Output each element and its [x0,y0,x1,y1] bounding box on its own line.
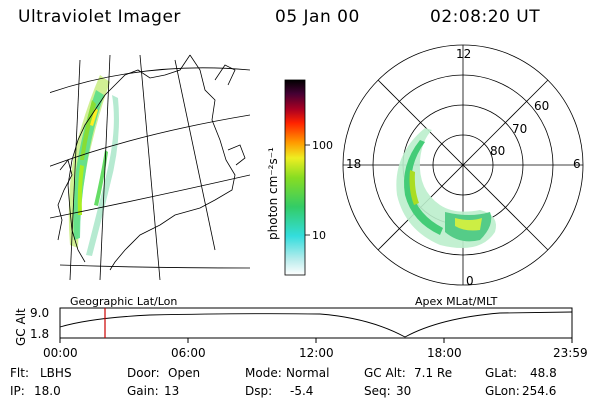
seq-value: 30 [396,384,412,398]
mlt-label-12: 12 [456,47,472,61]
gcalt-label: GC Alt: [364,366,406,380]
door-label: Door: [127,366,160,380]
header-time: 02:08:20 UT [430,7,541,27]
right-panel-caption: Apex MLat/MLT [415,295,498,308]
mode-value: Normal [286,366,330,380]
glon-value: 254.6 [522,384,557,398]
gain-value: 13 [164,384,180,398]
mlt-label-6: 6 [573,157,581,171]
xtick-2359: 23:59 [553,346,588,360]
ip-label: IP: [10,384,25,398]
glat-label: GLat: [485,366,518,380]
colorbar-tick-100: 100 [312,139,333,152]
glat-value: 48.8 [530,366,557,380]
lat-label-60: 60 [534,99,550,113]
lat-label-70: 70 [512,122,528,136]
flt-label: Flt: [10,366,29,380]
lat-label-80: 80 [490,144,506,158]
flt-value: LBHS [40,366,72,380]
mlt-label-18: 18 [346,157,362,171]
seq-label: Seq: [364,384,391,398]
altitude-ylabel: GC Alt [14,308,28,346]
gcalt-value: 7.1 Re [414,366,453,380]
xtick-1200: 12:00 [299,346,334,360]
altitude-ytick-top: 9.0 [30,306,50,320]
xtick-0000: 00:00 [43,346,78,360]
header-date: 05 Jan 00 [275,7,360,27]
auroral-oval-polar [396,128,496,249]
instrument-title: Ultraviolet Imager [18,7,181,27]
coastline [57,54,246,271]
gain-label: Gain: [127,384,159,398]
colorbar-tick-10: 10 [312,229,326,242]
mode-label: Mode: [245,366,282,380]
xtick-1800: 18:00 [427,346,462,360]
dsp-label: Dsp: [245,384,273,398]
xtick-0600: 06:00 [171,346,206,360]
door-value: Open [168,366,201,380]
ip-value: 18.0 [34,384,61,398]
left-panel-caption: Geographic Lat/Lon [70,295,178,308]
mlt-label-0: 0 [466,274,474,288]
dsp-value: -5.4 [290,384,314,398]
glon-label: GLon: [485,384,520,398]
altitude-ytick-bottom: 1.8 [30,327,50,341]
